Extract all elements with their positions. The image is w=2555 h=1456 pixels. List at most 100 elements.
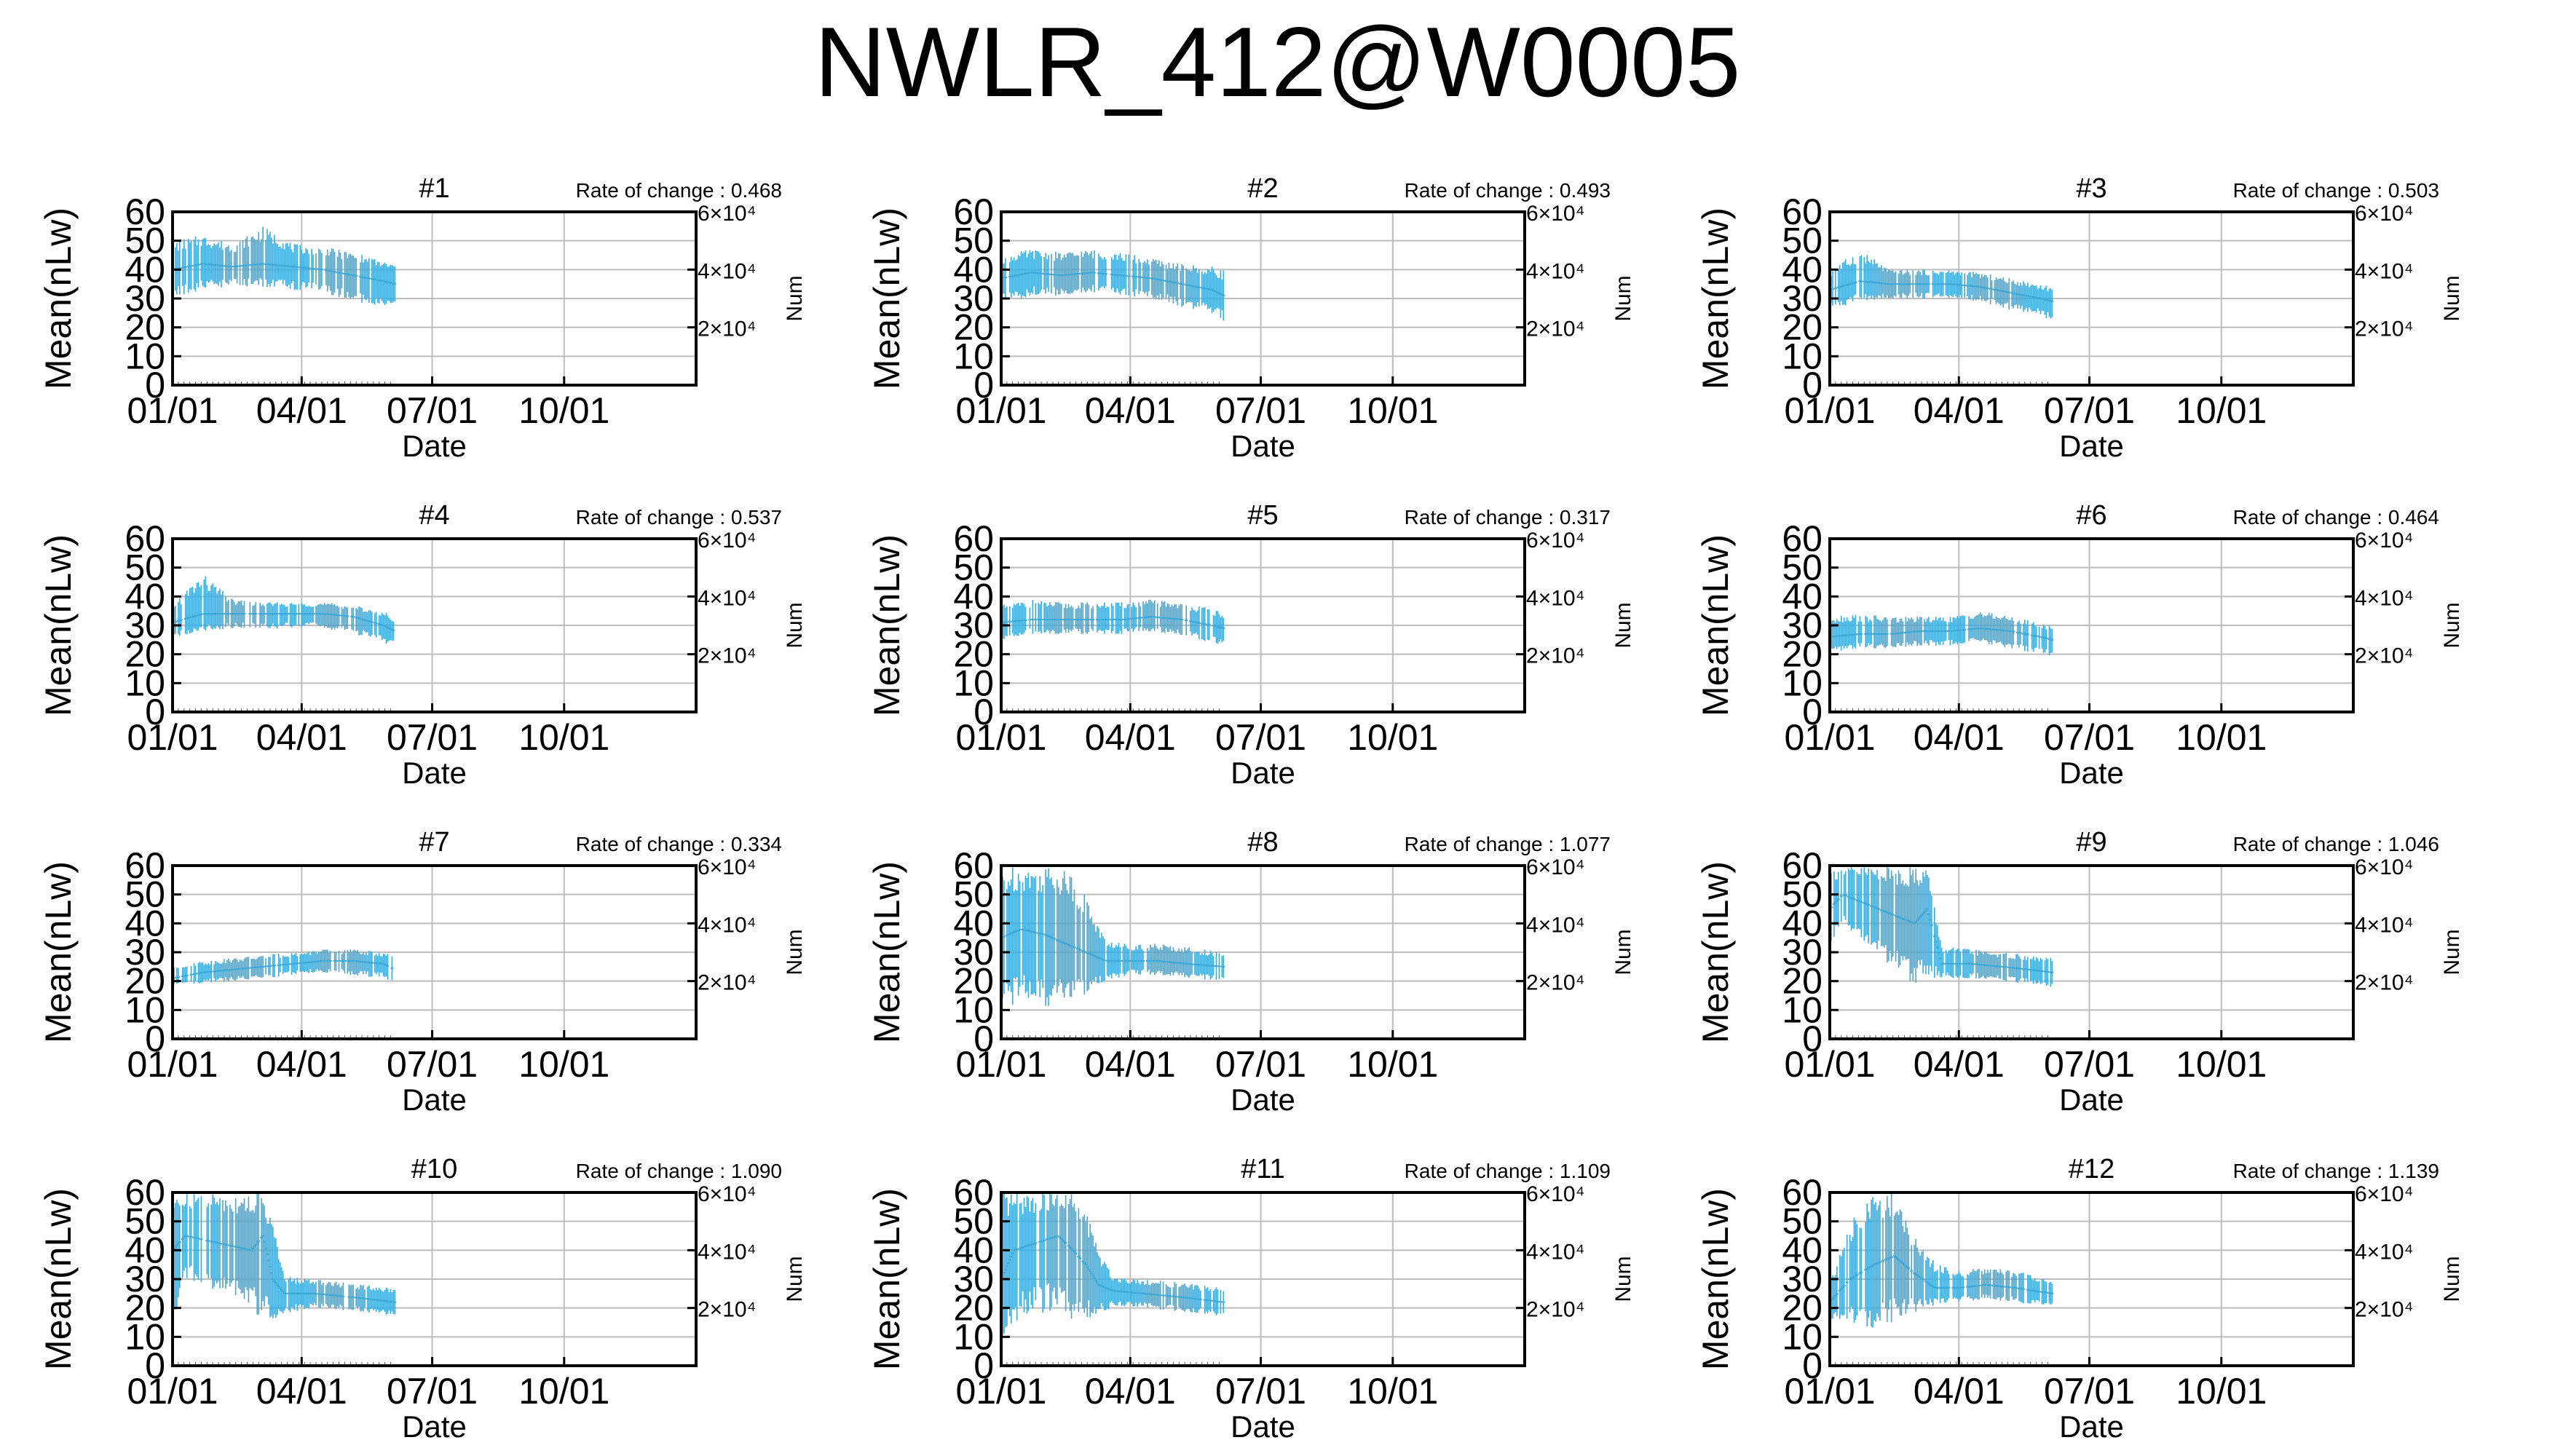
y-tick-label: 20: [125, 961, 165, 1002]
y2-axis-label: Num: [1611, 275, 1635, 321]
y2-tick-label: 4×10⁴: [698, 586, 756, 610]
y-tick-label: 0: [974, 692, 994, 732]
x-axis-label: Date: [2059, 1083, 2124, 1117]
y-tick-label: 60: [1782, 845, 1823, 886]
y-tick-label: 60: [953, 845, 994, 886]
y-tick-label: 10: [953, 1316, 994, 1357]
x-tick-label: 04/01: [1914, 1371, 2005, 1412]
y2-axis-label: Num: [783, 275, 807, 321]
panel-title: #12: [2069, 1154, 2114, 1184]
y-tick-label: 40: [953, 903, 994, 943]
y-tick-label: 60: [953, 1172, 994, 1213]
y-axis-label: Mean(nLw): [1695, 1188, 1736, 1370]
y2-tick-label: 4×10⁴: [2355, 259, 2413, 283]
panel-title: #2: [1247, 173, 1278, 204]
y-tick-label: 10: [1782, 336, 1823, 376]
rate-of-change: Rate of change : 1.046: [2233, 833, 2439, 855]
y-tick-label: 20: [125, 634, 165, 675]
x-tick-label: 04/01: [1085, 390, 1176, 431]
y-tick-label: 30: [953, 1259, 994, 1299]
y2-tick-label: 4×10⁴: [2355, 1240, 2413, 1264]
y-tick-label: 30: [1782, 1259, 1823, 1299]
x-tick-label: 07/01: [2044, 1371, 2135, 1412]
x-tick-label: 01/01: [127, 1371, 218, 1412]
y-tick-label: 0: [145, 365, 165, 405]
y-axis-label: Mean(nLw): [38, 207, 79, 389]
y2-tick-label: 2×10⁴: [2355, 1298, 2413, 1322]
y-tick-label: 10: [1782, 662, 1823, 703]
y2-axis-label: Num: [1611, 929, 1635, 975]
x-tick-label: 07/01: [1215, 390, 1306, 431]
y-tick-label: 10: [1782, 989, 1823, 1030]
y-tick-label: 40: [125, 1230, 165, 1270]
y-tick-label: 50: [125, 221, 165, 261]
y-tick-label: 20: [953, 307, 994, 348]
y2-tick-label: 6×10⁴: [1526, 529, 1584, 553]
x-tick-label: 10/01: [1347, 1044, 1438, 1085]
y2-axis-label: Num: [2440, 929, 2464, 975]
rate-of-change: Rate of change : 1.090: [576, 1160, 782, 1182]
y2-axis-label: Num: [783, 929, 807, 975]
y2-tick-label: 4×10⁴: [1526, 1240, 1584, 1264]
x-tick-label: 10/01: [518, 717, 609, 758]
y-tick-label: 10: [953, 336, 994, 376]
x-tick-label: 07/01: [387, 390, 478, 431]
y-tick-label: 10: [125, 662, 165, 703]
y2-tick-label: 2×10⁴: [2355, 971, 2413, 995]
y2-tick-label: 2×10⁴: [1526, 317, 1584, 341]
y2-tick-label: 6×10⁴: [2355, 855, 2413, 879]
y2-tick-label: 6×10⁴: [2355, 529, 2413, 553]
x-tick-label: 07/01: [387, 717, 478, 758]
y-tick-label: 30: [1782, 605, 1823, 646]
x-tick-label: 01/01: [955, 390, 1046, 431]
y-tick-label: 0: [145, 692, 165, 732]
y2-axis-label: Num: [783, 1256, 807, 1302]
x-axis-label: Date: [1231, 429, 1295, 463]
y2-tick-label: 2×10⁴: [1526, 1298, 1584, 1322]
x-tick-label: 01/01: [127, 390, 218, 431]
y-tick-label: 20: [1782, 961, 1823, 1002]
y-tick-label: 20: [1782, 1288, 1823, 1329]
y2-tick-label: 2×10⁴: [698, 1298, 756, 1322]
x-tick-label: 10/01: [1347, 717, 1438, 758]
rate-of-change: Rate of change : 0.537: [576, 506, 782, 529]
y-tick-label: 50: [953, 221, 994, 261]
y-tick-label: 20: [953, 961, 994, 1002]
panel-title: #5: [1247, 500, 1278, 531]
x-axis-label: Date: [2059, 429, 2124, 463]
y2-tick-label: 4×10⁴: [698, 259, 756, 283]
x-tick-label: 10/01: [2176, 717, 2267, 758]
x-tick-label: 01/01: [955, 717, 1046, 758]
y2-tick-label: 6×10⁴: [698, 529, 756, 553]
y-tick-label: 60: [1782, 191, 1823, 232]
x-tick-label: 07/01: [2044, 1044, 2135, 1085]
y2-tick-label: 2×10⁴: [2355, 317, 2413, 341]
y-tick-label: 20: [953, 634, 994, 675]
x-axis-label: Date: [1231, 1083, 1295, 1117]
x-tick-label: 04/01: [1914, 390, 2005, 431]
y2-axis-label: Num: [1611, 1256, 1635, 1302]
y-tick-label: 30: [1782, 278, 1823, 319]
y-tick-label: 40: [953, 576, 994, 617]
y-tick-label: 0: [145, 1345, 165, 1386]
y-tick-label: 60: [953, 191, 994, 232]
y2-tick-label: 2×10⁴: [1526, 644, 1584, 668]
y2-axis-label: Num: [2440, 275, 2464, 321]
x-axis-label: Date: [1231, 756, 1295, 790]
y2-tick-label: 2×10⁴: [698, 317, 756, 341]
y-axis-label: Mean(nLw): [1695, 861, 1736, 1043]
x-tick-label: 07/01: [2044, 717, 2135, 758]
x-tick-label: 01/01: [1784, 717, 1875, 758]
x-tick-label: 10/01: [1347, 390, 1438, 431]
y-tick-label: 50: [125, 1201, 165, 1242]
x-axis-label: Date: [402, 1409, 467, 1444]
y2-tick-label: 6×10⁴: [698, 202, 756, 226]
y-axis-label: Mean(nLw): [1695, 207, 1736, 389]
rate-of-change: Rate of change : 0.493: [1405, 179, 1611, 202]
y-tick-label: 40: [1782, 576, 1823, 617]
y2-tick-label: 4×10⁴: [698, 1240, 756, 1264]
y-tick-label: 40: [953, 1230, 994, 1270]
y-axis-label: Mean(nLw): [38, 1188, 79, 1370]
y-tick-label: 20: [125, 307, 165, 348]
